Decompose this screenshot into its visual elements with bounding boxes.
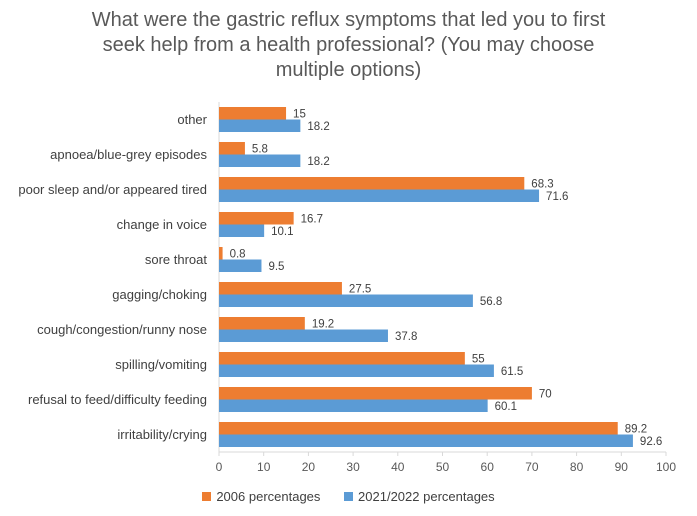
bar-2006 <box>219 247 223 260</box>
x-tick-label: 20 <box>302 460 316 474</box>
data-label-2006: 27.5 <box>349 283 371 295</box>
data-label-2006: 19.2 <box>312 318 334 330</box>
bar-2021-2022 <box>219 119 301 132</box>
chart-title-line-1: What were the gastric reflux symptoms th… <box>91 9 606 31</box>
bar-2006 <box>219 177 525 190</box>
legend-swatch-2006 <box>202 492 212 501</box>
data-label-2021-2022: 10.1 <box>271 226 293 238</box>
legend-swatch-2021-2022 <box>344 492 354 501</box>
chart-title-line-2: seek help from a health professional? (Y… <box>102 34 595 56</box>
data-label-2006: 15 <box>293 108 306 120</box>
data-label-2006: 16.7 <box>301 213 323 225</box>
chart-title-line-3: multiple options) <box>275 59 422 81</box>
x-tick-label: 0 <box>216 460 223 474</box>
x-tick-label: 50 <box>436 460 450 474</box>
x-tick-label: 40 <box>391 460 405 474</box>
category-label: gagging/choking <box>112 287 207 302</box>
data-label-2006: 55 <box>472 353 485 365</box>
bar-2021-2022 <box>219 329 388 342</box>
legend-item-2021-2022: 2021/2022 percentages <box>344 489 495 504</box>
x-tick-label: 100 <box>656 460 676 474</box>
data-label-2021-2022: 61.5 <box>501 366 523 378</box>
x-tick-label: 30 <box>346 460 360 474</box>
bar-2021-2022 <box>219 434 633 447</box>
data-label-2021-2022: 92.6 <box>640 436 662 448</box>
category-label: irritability/crying <box>117 427 207 442</box>
data-label-2021-2022: 56.8 <box>480 296 502 308</box>
x-tick-label: 70 <box>525 460 539 474</box>
bar-2021-2022 <box>219 259 262 272</box>
data-label-2006: 70 <box>539 388 552 400</box>
bar-2006 <box>219 387 532 400</box>
data-label-2006: 5.8 <box>252 143 268 155</box>
bar-2006 <box>219 142 245 155</box>
data-label-2021-2022: 60.1 <box>495 401 517 413</box>
category-label: change in voice <box>117 217 207 232</box>
bar-2021-2022 <box>219 364 494 377</box>
data-label-2006: 68.3 <box>531 178 553 190</box>
bar-2006 <box>219 107 287 120</box>
bar-2006 <box>219 282 342 295</box>
bar-2021-2022 <box>219 224 265 237</box>
data-label-2006: 0.8 <box>230 248 246 260</box>
data-label-2021-2022: 18.2 <box>307 156 329 168</box>
data-label-2021-2022: 71.6 <box>546 191 568 203</box>
category-label: spilling/vomiting <box>115 357 207 372</box>
legend-item-2006: 2006 percentages <box>202 489 320 504</box>
data-label-2006: 89.2 <box>625 423 647 435</box>
bar-2021-2022 <box>219 294 473 307</box>
data-label-2021-2022: 9.5 <box>268 261 284 273</box>
bar-2021-2022 <box>219 154 301 167</box>
category-label: poor sleep and/or appeared tired <box>18 182 207 197</box>
x-tick-label: 10 <box>257 460 271 474</box>
category-label: apnoea/blue-grey episodes <box>50 147 207 162</box>
category-label: sore throat <box>145 252 208 267</box>
legend-label-2021-2022: 2021/2022 percentages <box>358 489 495 504</box>
category-label: cough/congestion/runny nose <box>37 322 207 337</box>
data-label-2021-2022: 37.8 <box>395 331 417 343</box>
data-label-2021-2022: 18.2 <box>307 121 329 133</box>
legend-label-2006: 2006 percentages <box>216 489 321 504</box>
bar-2006 <box>219 317 305 330</box>
x-tick-label: 60 <box>481 460 495 474</box>
x-tick-label: 90 <box>615 460 629 474</box>
chart-legend: 2006 percentages 2021/2022 percentages <box>0 489 697 504</box>
bar-2006 <box>219 422 618 435</box>
bar-2006 <box>219 212 294 225</box>
bar-2021-2022 <box>219 399 488 412</box>
bar-2021-2022 <box>219 189 540 202</box>
chart-title: What were the gastric reflux symptoms th… <box>0 8 697 83</box>
bar-2006 <box>219 352 465 365</box>
category-label: other <box>177 112 207 127</box>
x-tick-label: 80 <box>570 460 584 474</box>
category-label: refusal to feed/difficulty feeding <box>28 392 207 407</box>
